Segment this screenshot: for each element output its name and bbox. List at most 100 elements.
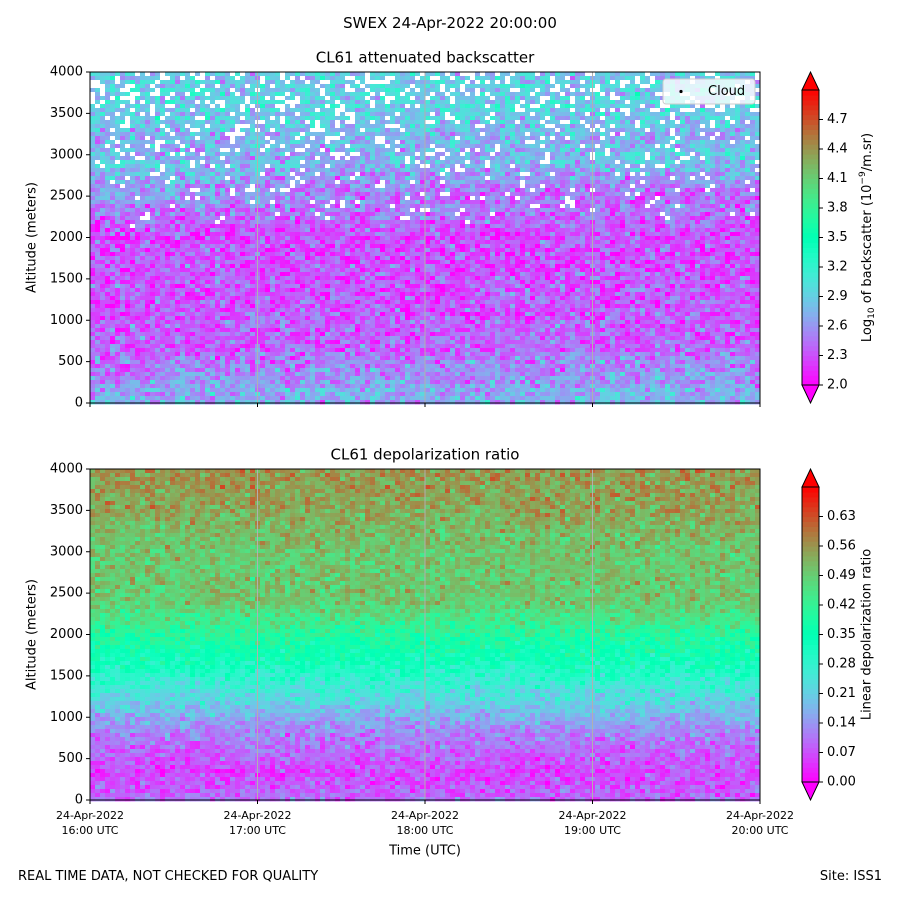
heatmap-cell	[120, 128, 126, 133]
heatmap-cell	[240, 116, 246, 121]
heatmap-cell	[390, 108, 396, 113]
heatmap-cell	[235, 148, 241, 153]
heatmap-cell	[680, 144, 686, 149]
heatmap-cell	[430, 96, 436, 101]
heatmap-cell	[530, 124, 536, 129]
heatmap-cell	[565, 104, 571, 109]
heatmap-cell	[675, 140, 681, 145]
heatmap-cell	[455, 100, 461, 105]
heatmap-cell	[630, 140, 636, 145]
heatmap-cell	[675, 112, 681, 117]
heatmap-cell	[200, 216, 206, 221]
heatmap-cell	[95, 144, 101, 149]
heatmap-cell	[265, 176, 271, 181]
heatmap-cell	[550, 168, 556, 173]
heatmap-cell	[595, 208, 601, 213]
heatmap-cell	[150, 88, 156, 93]
heatmap-cell	[100, 104, 106, 109]
heatmap-cell	[125, 120, 131, 125]
heatmap-cell	[360, 96, 366, 101]
heatmap-cell	[365, 112, 371, 117]
heatmap-cell	[105, 84, 111, 89]
heatmap-cell	[535, 200, 541, 205]
heatmap-cell	[450, 100, 456, 105]
heatmap-cell	[500, 160, 506, 165]
heatmap-cell	[200, 128, 206, 133]
heatmap-cell	[510, 148, 516, 153]
heatmap-cell	[640, 200, 646, 205]
heatmap-cell	[310, 212, 316, 217]
heatmap-cell	[445, 132, 451, 137]
heatmap-cell	[135, 148, 141, 153]
heatmap-cell	[635, 120, 641, 125]
heatmap-cell	[105, 144, 111, 149]
heatmap-cell	[280, 200, 286, 205]
heatmap-cell	[740, 156, 746, 161]
heatmap-cell	[150, 208, 156, 213]
heatmap-cell	[580, 192, 586, 197]
heatmap-cell	[515, 124, 521, 129]
heatmap-cell	[430, 200, 436, 205]
heatmap-cell	[665, 204, 671, 209]
heatmap-cell	[170, 200, 176, 205]
heatmap-cell	[575, 180, 581, 185]
heatmap-cell	[280, 76, 286, 81]
heatmap-cell	[315, 160, 321, 165]
heatmap-cell	[330, 120, 336, 125]
heatmap-cell	[705, 208, 711, 213]
heatmap-cell	[225, 104, 231, 109]
heatmap-cell	[530, 164, 536, 169]
heatmap-cell	[715, 148, 721, 153]
heatmap-cell	[235, 92, 241, 97]
heatmap-cell	[135, 216, 141, 221]
heatmap-cell	[455, 172, 461, 177]
heatmap-cell	[195, 72, 201, 77]
heatmap-cell	[275, 120, 281, 125]
heatmap-cell	[720, 176, 726, 181]
heatmap-cell	[465, 144, 471, 149]
heatmap-cell	[715, 112, 721, 117]
heatmap-cell	[365, 124, 371, 129]
heatmap-cell	[215, 100, 221, 105]
heatmap-cell	[235, 144, 241, 149]
heatmap-cell	[530, 136, 536, 141]
heatmap-cell	[560, 100, 566, 105]
heatmap-cell	[580, 76, 586, 81]
heatmap-cell	[700, 160, 706, 165]
heatmap-cell	[740, 216, 746, 221]
heatmap-cell	[365, 148, 371, 153]
heatmap-cell	[350, 180, 356, 185]
heatmap-cell	[355, 100, 361, 105]
heatmap-cell	[620, 88, 626, 93]
heatmap-cell	[455, 200, 461, 205]
heatmap-cell	[395, 132, 401, 137]
heatmap-cell	[520, 164, 526, 169]
heatmap-cell	[305, 184, 311, 189]
heatmap-cell	[155, 88, 161, 93]
heatmap-cell	[580, 160, 586, 165]
heatmap-cell	[630, 76, 636, 81]
heatmap-cell	[700, 212, 706, 217]
heatmap-cell	[395, 204, 401, 209]
heatmap-cell	[145, 112, 151, 117]
heatmap-cell	[270, 152, 276, 157]
heatmap-cell	[490, 124, 496, 129]
heatmap-cell	[620, 80, 626, 85]
heatmap-cell	[615, 196, 621, 201]
heatmap-cell	[685, 172, 691, 177]
heatmap-cell	[125, 208, 131, 213]
heatmap-cell	[700, 108, 706, 113]
heatmap-cell	[560, 92, 566, 97]
heatmap-cell	[650, 160, 656, 165]
heatmap-cell	[500, 156, 506, 161]
heatmap-cell	[560, 104, 566, 109]
heatmap-cell	[525, 156, 531, 161]
heatmap-cell	[690, 184, 696, 189]
heatmap-cell	[665, 156, 671, 161]
heatmap-cell	[485, 72, 491, 77]
heatmap-cell	[495, 100, 501, 105]
heatmap-cell	[275, 180, 281, 185]
heatmap-cell	[670, 144, 676, 149]
heatmap-cell	[475, 84, 481, 89]
heatmap-cell	[625, 160, 631, 165]
